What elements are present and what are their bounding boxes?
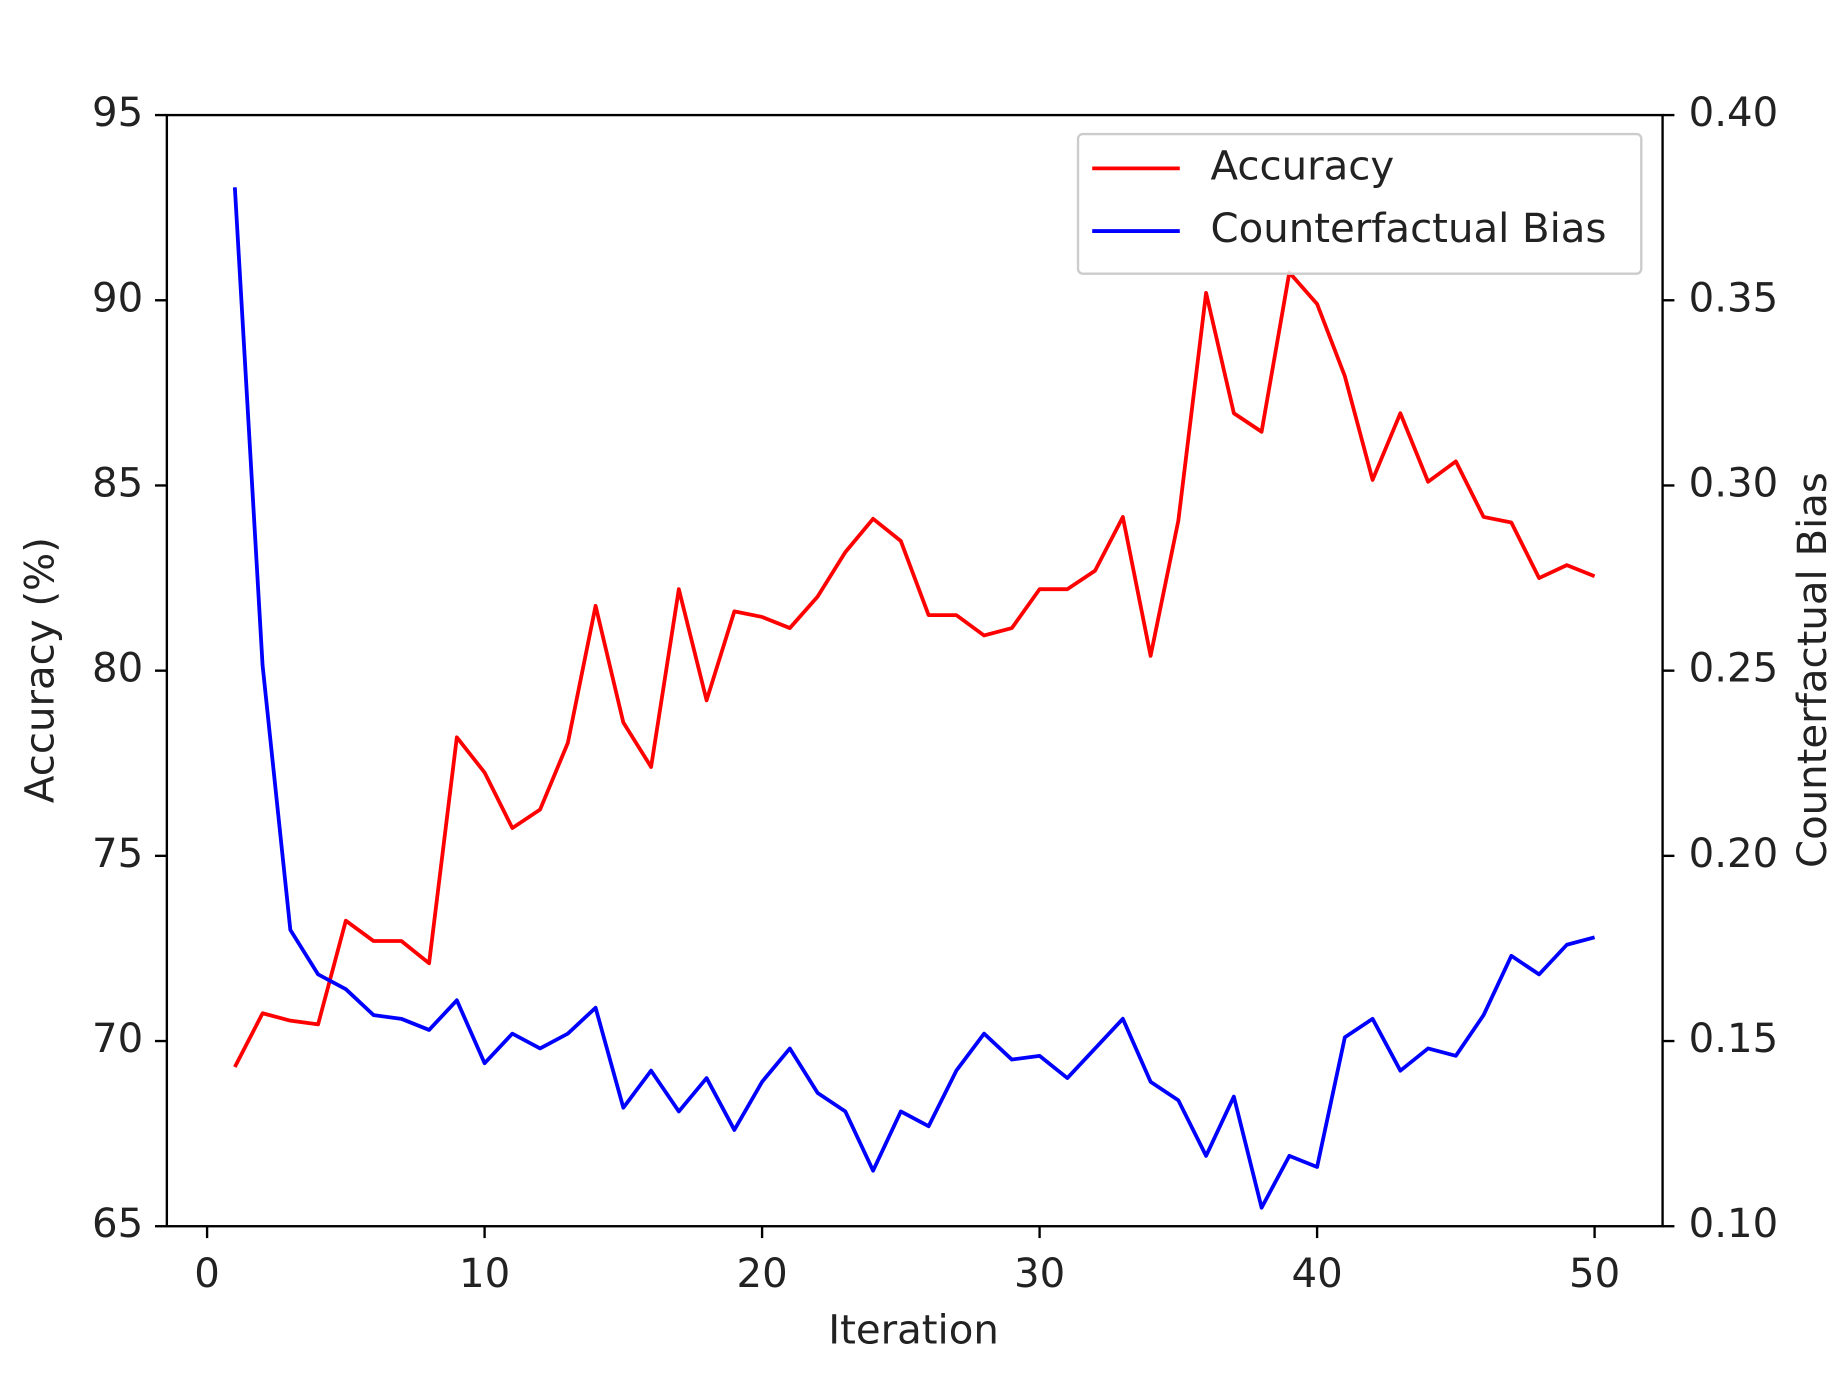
y2-tick-label: 0.30 bbox=[1689, 460, 1779, 506]
y2-tick-label: 0.35 bbox=[1689, 275, 1779, 321]
x-tick-label: 0 bbox=[194, 1251, 220, 1297]
y2-axis-label: Counterfactual Bias bbox=[1790, 472, 1836, 868]
x-tick-label: 30 bbox=[1014, 1251, 1065, 1297]
y2-tick-label: 0.15 bbox=[1689, 1016, 1779, 1062]
y-tick-label: 90 bbox=[92, 275, 143, 321]
y-tick-label: 70 bbox=[92, 1016, 143, 1062]
x-tick-label: 10 bbox=[459, 1251, 510, 1297]
y2-tick-label: 0.10 bbox=[1689, 1201, 1779, 1247]
y2-tick-label: 0.25 bbox=[1689, 646, 1779, 692]
data-line bbox=[233, 270, 1596, 1068]
legend-box bbox=[1076, 132, 1643, 275]
x-axis-label: Iteration bbox=[828, 1308, 999, 1354]
y-tick-label: 95 bbox=[92, 90, 143, 136]
plot-frame bbox=[165, 113, 1664, 1228]
x-tick-label: 20 bbox=[736, 1251, 787, 1297]
y-tick-label: 75 bbox=[92, 831, 143, 877]
y-axis-label: Accuracy (%) bbox=[18, 537, 64, 803]
data-line bbox=[232, 187, 1596, 1210]
y2-tick-label: 0.40 bbox=[1689, 90, 1779, 136]
x-tick-label: 40 bbox=[1292, 1251, 1343, 1297]
y-tick-label: 80 bbox=[92, 646, 143, 692]
x-tick-label: 50 bbox=[1569, 1251, 1620, 1297]
y-tick-label: 65 bbox=[92, 1201, 143, 1247]
legend-label: Counterfactual Bias bbox=[1211, 206, 1607, 252]
legend-label: Accuracy bbox=[1211, 143, 1395, 189]
y2-tick-label: 0.20 bbox=[1689, 831, 1779, 877]
y-tick-label: 85 bbox=[92, 460, 143, 506]
